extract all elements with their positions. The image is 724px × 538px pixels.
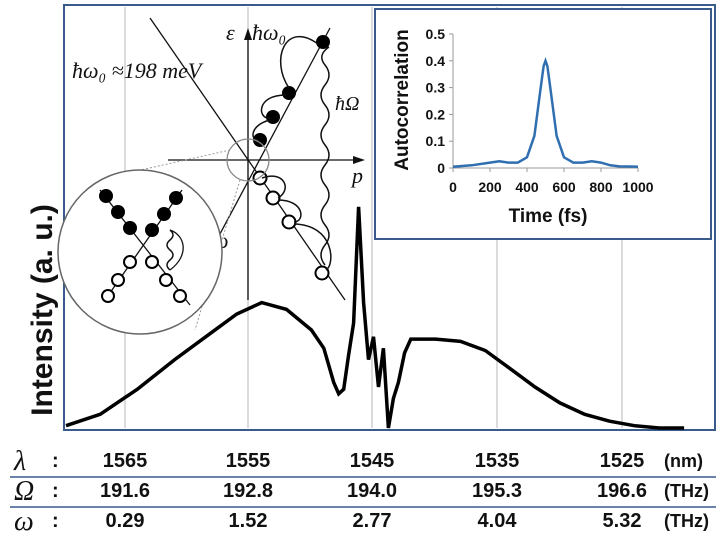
electron-dot [282, 86, 296, 100]
axis-row-separator: : [52, 510, 59, 532]
inset-frame [374, 8, 712, 240]
zoom-hole-dot [111, 273, 125, 287]
transition-arrow [252, 119, 271, 141]
axis-row-unit: (THz) [664, 481, 709, 501]
autocorrelation-line [452, 57, 639, 168]
dispersion-diagram: ε p ħω₀ ħω₀ ≈198 meV ħΩ ħω [57, 17, 365, 335]
transition-arrow [260, 94, 287, 119]
momentum-label: p [350, 163, 363, 188]
transition-arrow [277, 199, 302, 223]
inset-y-tick-label: 0.2 [426, 106, 446, 122]
cone-line-a [149, 17, 346, 301]
electron-dot [253, 133, 267, 147]
zoom-hole-dot [173, 289, 187, 303]
axis-tick-label: 194.0 [347, 480, 397, 502]
axis-row-unit: (THz) [664, 511, 709, 531]
zoom-hole-dot [159, 273, 173, 287]
zoom-electron-dot [145, 223, 159, 237]
inset-x-tick-label: 200 [478, 179, 502, 195]
photon-energy-label: ħω₀ ≈198 meV [72, 58, 204, 83]
axis-tick-label: 0.29 [106, 510, 145, 532]
zoom-circle-small [226, 138, 270, 182]
zoom-hole-dot [145, 255, 159, 269]
zoom-electron-dot [169, 191, 183, 205]
axis-tick-label: 4.04 [478, 510, 518, 532]
plot-frame [63, 4, 716, 431]
energy-arrow-icon [244, 28, 252, 40]
inset-y-tick-label: 0.3 [426, 80, 446, 96]
zoom-connector [104, 149, 231, 179]
axis-rows: λ: 1565 1555 1545 1535 1525 (nm) Ω: 191.6 192.8 19… [13, 446, 709, 537]
axis-tick-label: 195.3 [472, 480, 522, 502]
inset-x-tick-label: 1000 [622, 179, 653, 195]
inset-x-tick-label: 800 [589, 179, 613, 195]
zoom-hole-dot [101, 289, 115, 303]
axis-tick-label: 1555 [226, 450, 271, 472]
axis-tick-label: 1545 [350, 450, 395, 472]
axis-tick-label: 191.6 [100, 480, 150, 502]
inset-x-tick-label: 0 [449, 179, 457, 195]
axis-tick-label: 196.6 [597, 480, 647, 502]
zoom-electron-dot [157, 207, 171, 221]
electron-dot [266, 110, 280, 124]
top-photon-label: ħω₀ [252, 20, 286, 45]
axis-tick-label: 1525 [600, 450, 645, 472]
electron-dot [316, 35, 330, 49]
transition-arrow [261, 175, 286, 199]
axis-tick-label: 5.32 [603, 510, 642, 532]
energy-label: ε [226, 20, 235, 45]
inset-x-label: Time (fs) [509, 206, 588, 227]
axis-row-separator: : [52, 480, 59, 502]
zoom-electron-dot [111, 205, 125, 219]
axis-tick-label: 2.77 [353, 510, 392, 532]
spectrum-line [65, 206, 685, 430]
axis-tick-label: 192.8 [223, 480, 273, 502]
inset-ticks: 0 200 400 600 800 1000 0 0.1 0.2 0.3 0.4 0.5 [426, 26, 654, 195]
transition-arrow [279, 36, 319, 89]
y-axis-label: Intensity (a. u.) [26, 204, 59, 416]
axis-row-unit: (nm) [664, 451, 703, 471]
zoom-phonon-wave [166, 229, 174, 271]
axis-row-symbol: λ [13, 446, 26, 477]
inset-y-tick-label: 0.1 [426, 133, 446, 149]
axis-tick-label: 1565 [103, 450, 148, 472]
axis-row-separator: : [52, 450, 59, 472]
zoom-transition-arrow [169, 229, 184, 271]
phonon-wave [320, 46, 330, 266]
hole-dot [314, 265, 330, 281]
axis-tick-label: 1.52 [229, 510, 268, 532]
inset-y-tick-label: 0 [437, 160, 445, 176]
transition-arrow [293, 223, 332, 271]
inset-y-tick-label: 0.5 [426, 26, 446, 42]
hole-dot [265, 190, 281, 206]
zoom-circle-large [57, 169, 223, 335]
zoom-hole-dot [123, 255, 137, 269]
zoom-electron-dot [123, 221, 137, 235]
zoom-electron-dot [99, 189, 113, 203]
autocorrelation-inset: 0 200 400 600 800 1000 0 0.1 0.2 0.3 0.4 0.5 Time (… [374, 8, 712, 240]
axis-row-symbol: Ω [14, 476, 34, 507]
inset-x-tick-label: 600 [552, 179, 576, 195]
hole-dot [281, 214, 297, 230]
axis-tick-label: 1535 [475, 450, 520, 472]
axis-row-symbol: ω [14, 506, 34, 537]
inset-x-tick-label: 400 [515, 179, 539, 195]
inset-y-tick-label: 0.4 [426, 53, 446, 69]
inset-y-label: Autocorrelation [392, 29, 413, 170]
momentum-arrow-icon [353, 156, 365, 164]
phonon-label-big: ħΩ [335, 93, 359, 115]
